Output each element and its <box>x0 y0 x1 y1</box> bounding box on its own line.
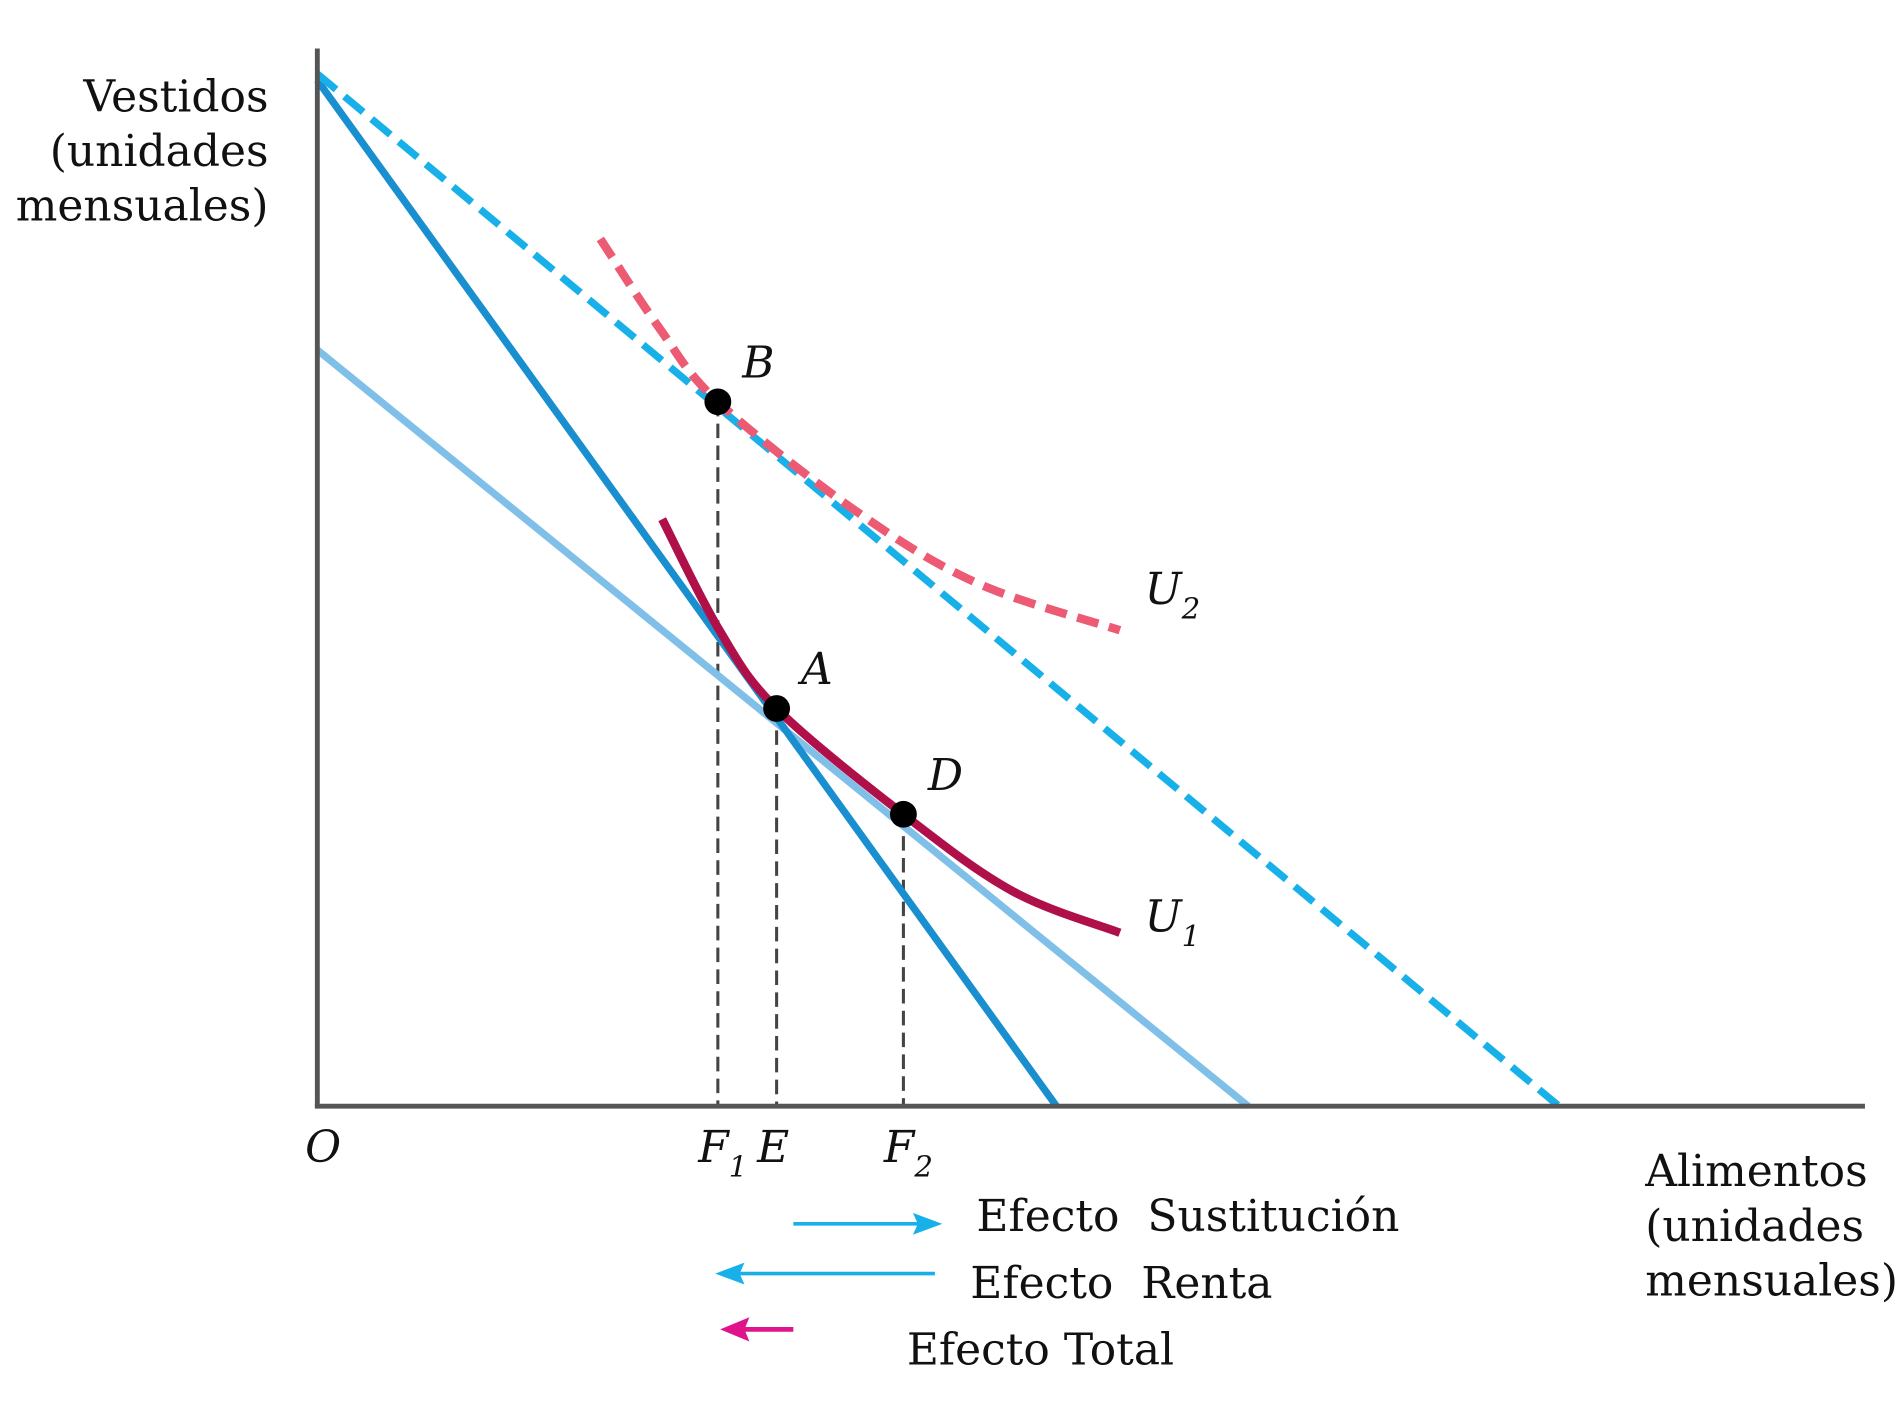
series-u1 <box>658 517 1122 937</box>
curve-label-subscript: 1 <box>1182 919 1201 953</box>
legend-label-income: Efecto Renta <box>970 1258 1272 1309</box>
x-tick-label-e: E <box>756 1122 789 1173</box>
point-label-d: D <box>927 750 963 801</box>
x-axis-label-line1: Alimentos <box>1644 1146 1867 1197</box>
x-axis-label-line2: (unidades <box>1645 1201 1864 1252</box>
curve-label-u1: U1 <box>1145 892 1201 953</box>
point-label-a: A <box>797 644 833 695</box>
series-budget-line-new <box>314 71 1562 1109</box>
curve-label-u2: U2 <box>1145 564 1201 625</box>
y-axis-label-line1: Vestidos <box>82 72 268 123</box>
x-tick-subscript: 1 <box>729 1150 748 1184</box>
legend-label-total: Efecto Total <box>907 1325 1174 1376</box>
point-a <box>763 695 791 722</box>
point-b <box>704 388 732 416</box>
x-tick-label-f2: F2 <box>883 1122 933 1183</box>
legend-arrowhead-income <box>715 1262 745 1285</box>
series-budget-line-original <box>314 78 1060 1109</box>
x-tick-subscript: 2 <box>913 1150 933 1184</box>
point-label-b: B <box>741 338 774 389</box>
y-axis-label-line3: mensuales) <box>16 181 269 232</box>
curve-label-subscript: 2 <box>1181 591 1201 625</box>
x-axis-label-line3: mensuales) <box>1645 1256 1898 1307</box>
legend-arrowhead-substitution <box>912 1212 943 1235</box>
legend-arrowhead-total <box>720 1317 750 1342</box>
series-u2 <box>596 236 1122 635</box>
origin-label: O <box>305 1122 341 1173</box>
legend-label-substitution: Efecto Sustitución <box>976 1191 1399 1242</box>
y-axis-label-line2: (unidades <box>50 126 269 177</box>
point-d <box>889 800 917 828</box>
x-tick-label-f1: F1 <box>697 1122 747 1183</box>
